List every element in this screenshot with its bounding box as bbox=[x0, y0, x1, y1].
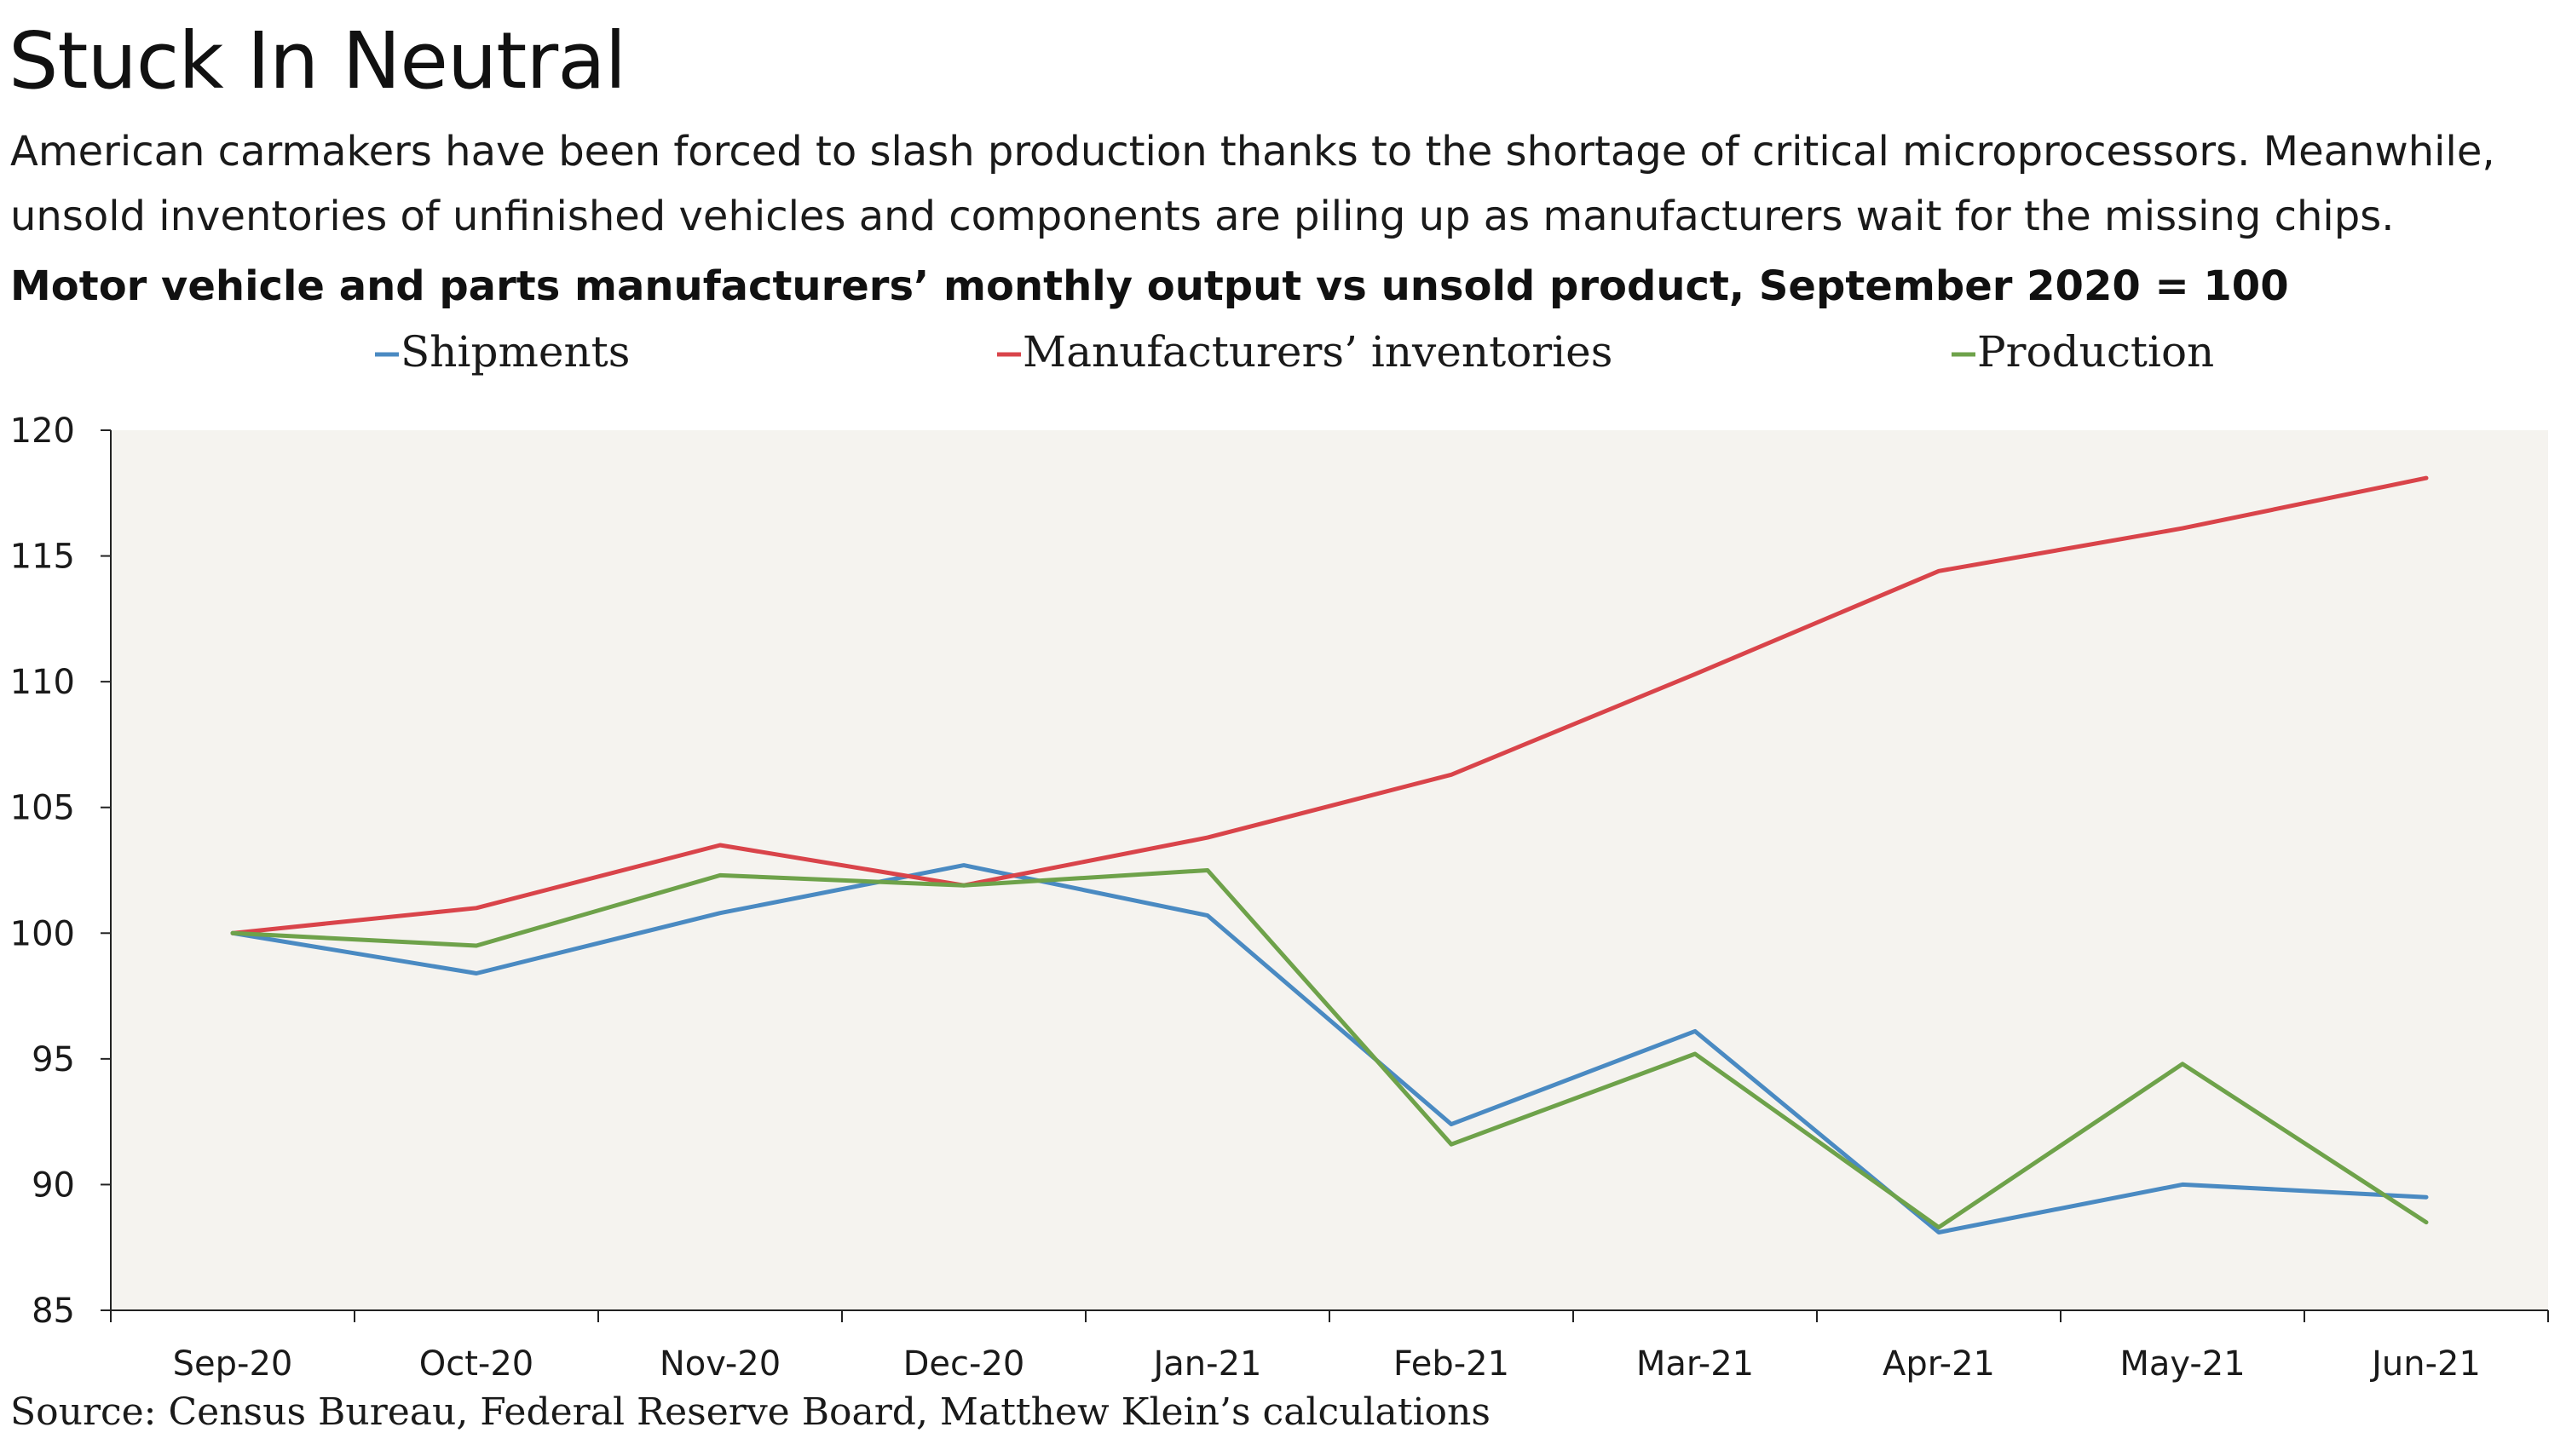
y-axis: 85 90 95 100 105 110 115 120 bbox=[10, 411, 112, 1331]
x-tick-label: Sep-20 bbox=[173, 1344, 293, 1384]
legend: Shipments Manufacturers’ inventories Produ… bbox=[375, 327, 2214, 377]
x-tick-label: Mar-21 bbox=[1636, 1344, 1754, 1384]
page-title: Stuck In Neutral bbox=[9, 15, 626, 106]
legend-label: Production bbox=[1977, 327, 2214, 377]
y-tick-label: 100 bbox=[10, 914, 75, 953]
legend-label: Shipments bbox=[401, 327, 630, 377]
x-tick-label: Apr-21 bbox=[1883, 1344, 1995, 1384]
x-tick-label: Jan-21 bbox=[1151, 1344, 1262, 1384]
y-tick-label: 95 bbox=[32, 1040, 75, 1079]
y-tick-label: 105 bbox=[10, 789, 75, 828]
source-note: Source: Census Bureau, Federal Reserve B… bbox=[10, 1390, 1491, 1434]
y-tick-label: 90 bbox=[32, 1165, 75, 1205]
y-tick-label: 120 bbox=[10, 411, 75, 451]
x-tick-label: Dec-20 bbox=[903, 1344, 1025, 1384]
series-line-shipments bbox=[230, 863, 2429, 1234]
chart-heading: Motor vehicle and parts manufacturers’ m… bbox=[10, 262, 2289, 310]
y-tick-label: 85 bbox=[32, 1292, 75, 1331]
y-tick-label: 115 bbox=[10, 538, 75, 577]
x-tick-label: Jun-21 bbox=[2369, 1344, 2481, 1384]
legend-label: Manufacturers’ inventories bbox=[1023, 327, 1612, 377]
plot-area bbox=[111, 430, 2548, 1310]
series-lines bbox=[230, 475, 2429, 1234]
x-tick-label: Oct-20 bbox=[419, 1344, 534, 1384]
y-tick-label: 110 bbox=[10, 663, 75, 702]
series-line-production bbox=[230, 868, 2429, 1230]
x-tick-label: Feb-21 bbox=[1393, 1344, 1509, 1384]
subtitle: American carmakers have been forced to s… bbox=[10, 128, 2495, 240]
x-tick-label: May-21 bbox=[2119, 1344, 2245, 1384]
x-axis: Sep-20 Oct-20 Nov-20 Dec-20 Jan-21 Feb-21 Mar-… bbox=[110, 1309, 2549, 1384]
x-tick-label: Nov-20 bbox=[660, 1344, 781, 1384]
series-line-manufacturers-inventories bbox=[230, 475, 2429, 935]
